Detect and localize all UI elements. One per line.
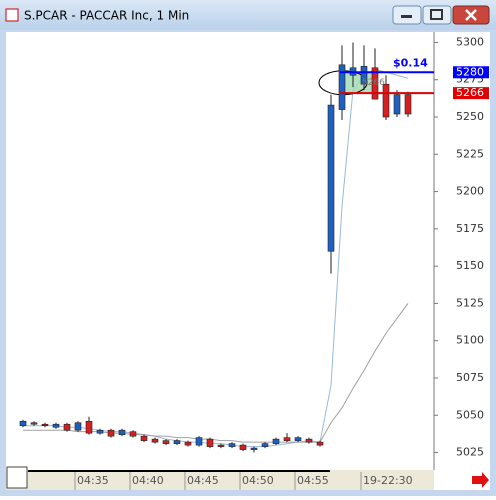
candle-body bbox=[30, 422, 38, 425]
x-tick-label: 19-22:30 bbox=[363, 474, 413, 487]
candle-body bbox=[360, 66, 368, 85]
minimize-icon bbox=[401, 15, 412, 18]
candle-body bbox=[74, 422, 82, 431]
candle-body bbox=[85, 420, 93, 434]
y-tick-label: 5225 bbox=[456, 147, 484, 160]
scroll-arrow[interactable] bbox=[472, 472, 489, 488]
candle-body bbox=[96, 429, 104, 434]
candle-body bbox=[206, 438, 214, 447]
candle-body bbox=[371, 67, 379, 100]
candle-body bbox=[239, 444, 247, 450]
candle-body bbox=[283, 437, 291, 441]
candle-body bbox=[118, 429, 126, 435]
maximize-icon bbox=[430, 9, 443, 20]
candle-body bbox=[250, 447, 258, 450]
x-tick-label: 04:50 bbox=[242, 474, 274, 487]
candle-body bbox=[162, 440, 170, 444]
x-tick-label: 04:40 bbox=[132, 474, 164, 487]
candle-body bbox=[195, 437, 203, 446]
y-tick-label: 5125 bbox=[456, 296, 484, 309]
price-tag-label: 5266 bbox=[456, 86, 484, 99]
candle-body bbox=[228, 443, 236, 447]
y-tick-label: 5175 bbox=[456, 222, 484, 235]
candle-body bbox=[151, 438, 159, 443]
y-tick-label: 5200 bbox=[456, 185, 484, 198]
y-tick-label: 5300 bbox=[456, 35, 484, 48]
candle-body bbox=[173, 440, 181, 444]
candle-body bbox=[140, 435, 148, 441]
candle-body bbox=[294, 437, 302, 441]
y-tick-label: 5050 bbox=[456, 408, 484, 421]
candle-body bbox=[129, 431, 137, 437]
y-tick-label: 5100 bbox=[456, 334, 484, 347]
candle-body bbox=[19, 420, 27, 427]
price-tag bbox=[453, 66, 489, 79]
candle-body bbox=[404, 94, 412, 115]
candle-body bbox=[316, 441, 324, 446]
y-tick-label: 5250 bbox=[456, 110, 484, 123]
maximize-button[interactable] bbox=[422, 5, 452, 25]
x-axis-strip bbox=[6, 470, 434, 490]
candle-body bbox=[41, 423, 49, 427]
y-tick-label: 5025 bbox=[456, 446, 484, 459]
chart-area bbox=[6, 32, 490, 490]
candle-body bbox=[327, 104, 335, 252]
candle-body bbox=[382, 83, 390, 118]
y-tick-label: 5150 bbox=[456, 259, 484, 272]
candle-body bbox=[393, 94, 401, 115]
price-tag-label: 5280 bbox=[456, 65, 484, 78]
corner-box[interactable] bbox=[6, 466, 28, 489]
candle-body bbox=[184, 441, 192, 446]
candle-body bbox=[63, 423, 71, 431]
annotation: $0.14 bbox=[393, 56, 428, 69]
range-label: 5266 bbox=[362, 78, 385, 88]
candle-body bbox=[217, 444, 225, 447]
close-icon bbox=[465, 9, 477, 21]
candle-body bbox=[107, 429, 115, 437]
x-tick-label: 04:45 bbox=[187, 474, 219, 487]
x-tick-label: 04:55 bbox=[297, 474, 329, 487]
window-title: S.PCAR - PACCAR Inc, 1 Min bbox=[24, 9, 189, 23]
candle-body bbox=[261, 443, 269, 447]
candle-body bbox=[52, 423, 60, 428]
price-tag bbox=[453, 87, 489, 100]
app-icon bbox=[5, 8, 19, 22]
x-tick-label: 04:35 bbox=[77, 474, 109, 487]
y-tick-label: 5075 bbox=[456, 371, 484, 384]
candle-body bbox=[305, 438, 313, 443]
candle-body bbox=[272, 438, 280, 444]
candle-body bbox=[338, 64, 346, 110]
